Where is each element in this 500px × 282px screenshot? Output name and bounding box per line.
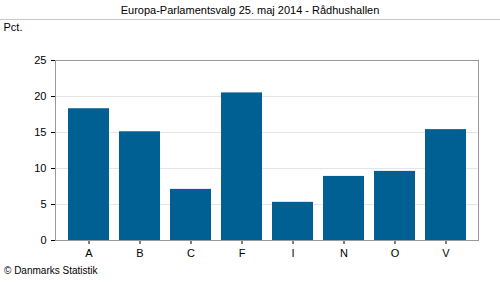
svg-text:25: 25 — [34, 54, 46, 66]
svg-text:I: I — [291, 247, 294, 259]
svg-text:0: 0 — [40, 234, 46, 246]
svg-text:F: F — [239, 247, 246, 259]
svg-text:C: C — [187, 247, 195, 259]
svg-text:A: A — [85, 247, 93, 259]
svg-text:V: V — [442, 247, 450, 259]
svg-text:Pct.: Pct. — [4, 21, 23, 33]
svg-text:N: N — [340, 247, 348, 259]
svg-text:10: 10 — [34, 162, 46, 174]
svg-text:5: 5 — [40, 198, 46, 210]
svg-text:O: O — [391, 247, 400, 259]
svg-text:15: 15 — [34, 126, 46, 138]
html-text:© Danmarks Statistik: © Danmarks Statistik — [4, 265, 98, 276]
html-text:Europa-Parlamentsvalg 25. maj: Europa-Parlamentsvalg 25. maj 2014 - Råd… — [120, 4, 380, 16]
svg-text:20: 20 — [34, 90, 46, 102]
svg-text:B: B — [136, 247, 143, 259]
